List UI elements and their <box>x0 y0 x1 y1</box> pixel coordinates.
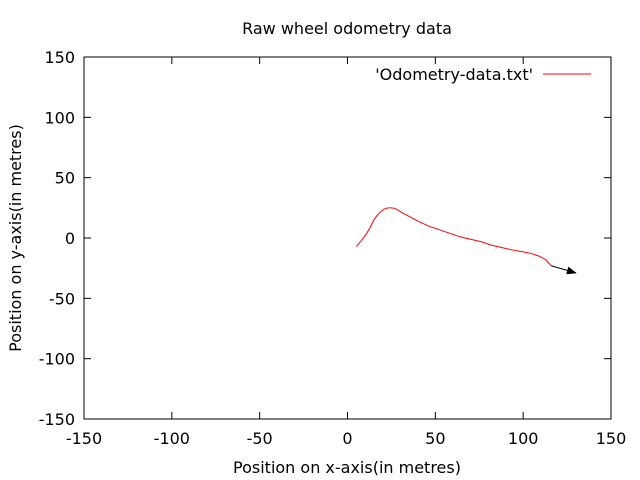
x-tick-label: -50 <box>247 429 273 448</box>
y-tick-label: 100 <box>44 108 75 127</box>
y-tick-label: -100 <box>39 350 75 369</box>
x-tick-label: -150 <box>66 429 102 448</box>
y-tick-label: -150 <box>39 410 75 429</box>
x-axis-ticks: -150 -100 -50 0 50 100 150 <box>66 57 626 448</box>
annotation-layer <box>551 265 577 275</box>
y-tick-label: 150 <box>44 48 75 67</box>
x-tick-label: 150 <box>596 429 627 448</box>
plot-area-frame <box>83 56 612 420</box>
x-axis-label: Position on x-axis(in metres) <box>233 458 461 477</box>
y-tick-label: -50 <box>49 289 75 308</box>
chart-title: Raw wheel odometry data <box>242 19 452 38</box>
y-axis-ticks: -150 -100 -50 0 50 100 150 <box>39 48 611 429</box>
y-tick-label: 0 <box>65 229 75 248</box>
legend: 'Odometry-data.txt' <box>375 65 591 84</box>
heading-arrow <box>551 265 577 275</box>
x-tick-label: 100 <box>508 429 539 448</box>
legend-label: 'Odometry-data.txt' <box>375 65 533 84</box>
series-line <box>355 207 552 267</box>
x-tick-label: 0 <box>342 429 352 448</box>
y-axis-label: Position on y-axis(in metres) <box>6 124 25 352</box>
x-tick-label: 50 <box>425 429 445 448</box>
series-layer <box>355 207 552 267</box>
y-tick-label: 50 <box>55 169 75 188</box>
x-tick-label: -100 <box>154 429 190 448</box>
